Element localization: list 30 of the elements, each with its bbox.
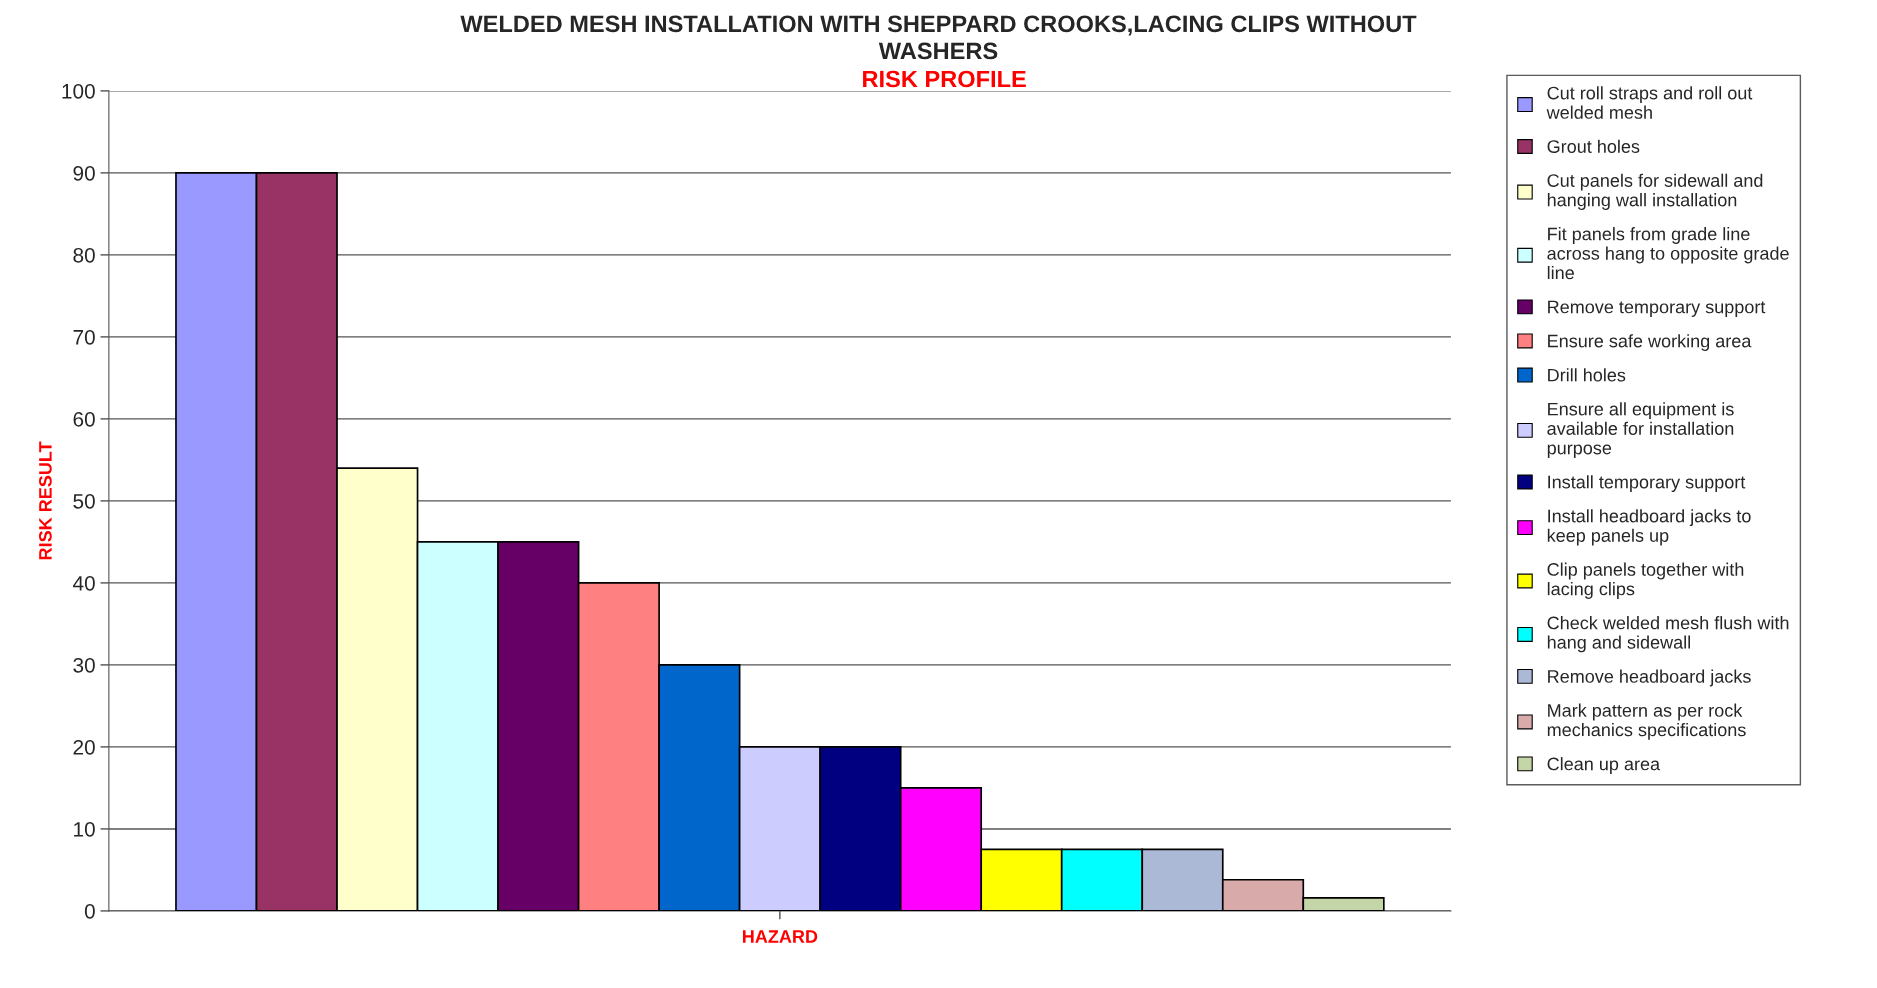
legend-label: Clean up area bbox=[1547, 757, 1661, 774]
y-tick-label: 80 bbox=[73, 247, 95, 263]
y-axis-title: RISK RESULT bbox=[39, 441, 52, 560]
chart-subtitle: RISK PROFILE bbox=[863, 70, 1026, 88]
y-tick-label: 0 bbox=[84, 903, 95, 919]
legend-label: Grout holes bbox=[1547, 139, 1640, 153]
y-tick-label: 60 bbox=[73, 411, 95, 427]
legend-label: Remove headboard jacks bbox=[1548, 669, 1751, 687]
legend-label: Remove temporary support bbox=[1548, 300, 1766, 317]
y-tick-label: 40 bbox=[72, 575, 95, 591]
legend-label: Ensure safe working area bbox=[1548, 334, 1752, 351]
chart-title: WELDED MESH INSTALLATION WITH SHEPPARD CROOKS,LACING CLIPS WITHOUT WASHERS bbox=[460, 15, 1417, 60]
y-tick-label: 70 bbox=[73, 329, 95, 345]
y-tick-label: 30 bbox=[73, 657, 95, 673]
legend-label: Fit panels from grade line across hang to opposite grade line bbox=[1547, 227, 1789, 280]
y-tick-label: 50 bbox=[73, 493, 95, 509]
x-axis-title: HAZARD bbox=[742, 930, 818, 943]
legend-label: Clip panels together with lacing clips bbox=[1547, 562, 1744, 599]
legend-label: Ensure all equipment is available for installation purpose bbox=[1547, 402, 1734, 458]
y-tick-label: 20 bbox=[73, 739, 95, 755]
legend-label: Install temporary support bbox=[1548, 475, 1746, 493]
legend-label: Cut roll straps and roll out welded mesh bbox=[1546, 86, 1753, 119]
y-tick-label: 100 bbox=[62, 83, 95, 99]
legend-label: Install headboard jacks to keep panels up bbox=[1547, 509, 1751, 546]
y-tick-label: 90 bbox=[73, 165, 95, 181]
legend-label: Mark pattern as per rock mechanics specifications bbox=[1547, 703, 1746, 740]
y-tick-label: 10 bbox=[74, 821, 95, 837]
legend-label: Cut panels for sidewall and hanging wall installation bbox=[1547, 173, 1763, 210]
legend-label: Check welded mesh flush with hang and sidewall bbox=[1547, 616, 1789, 653]
legend-label: Drill holes bbox=[1548, 368, 1626, 382]
